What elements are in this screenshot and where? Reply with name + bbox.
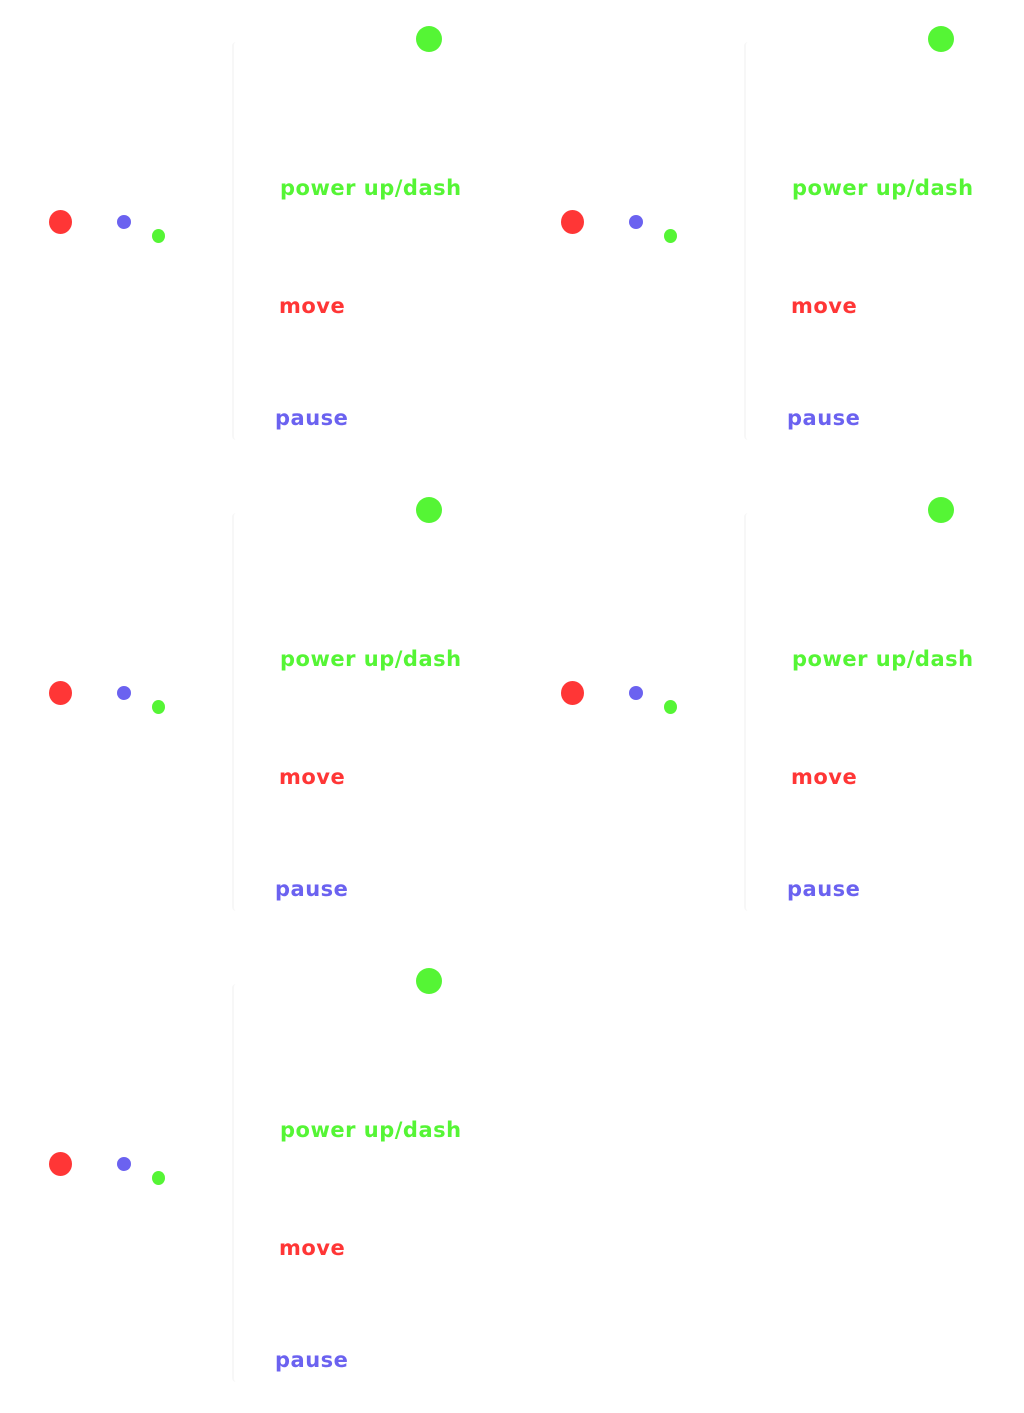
controls-card <box>232 42 504 440</box>
controls-panel-4: power up/dash move pause <box>512 471 1024 942</box>
dash-button-dot-icon[interactable] <box>928 26 954 52</box>
pause-label: pause <box>275 877 349 901</box>
dash-dot-icon[interactable] <box>664 229 677 243</box>
dash-dot-icon[interactable] <box>152 700 165 714</box>
controls-panel-2: power up/dash move pause <box>512 0 1024 471</box>
dash-label: power up/dash <box>792 176 974 200</box>
move-label: move <box>279 1236 346 1260</box>
pause-dot-icon[interactable] <box>629 215 643 229</box>
pause-label: pause <box>275 1348 349 1372</box>
move-label: move <box>791 294 858 318</box>
controls-panel-3: power up/dash move pause <box>0 471 512 942</box>
dash-button-dot-icon[interactable] <box>416 968 442 994</box>
move-label: move <box>279 765 346 789</box>
move-label: move <box>279 294 346 318</box>
dash-label: power up/dash <box>280 647 462 671</box>
dash-dot-icon[interactable] <box>152 1171 165 1185</box>
controls-card <box>232 984 504 1382</box>
move-dot-icon[interactable] <box>49 681 72 705</box>
move-dot-icon[interactable] <box>49 1152 72 1176</box>
pause-dot-icon[interactable] <box>117 1157 131 1171</box>
dash-label: power up/dash <box>792 647 974 671</box>
move-dot-icon[interactable] <box>561 210 584 234</box>
dash-button-dot-icon[interactable] <box>928 497 954 523</box>
dash-button-dot-icon[interactable] <box>416 497 442 523</box>
move-dot-icon[interactable] <box>49 210 72 234</box>
pause-dot-icon[interactable] <box>629 686 643 700</box>
controls-card <box>744 42 1008 440</box>
dash-button-dot-icon[interactable] <box>416 26 442 52</box>
pause-label: pause <box>275 406 349 430</box>
pause-dot-icon[interactable] <box>117 215 131 229</box>
pause-label: pause <box>787 877 861 901</box>
move-label: move <box>791 765 858 789</box>
pause-label: pause <box>787 406 861 430</box>
pause-dot-icon[interactable] <box>117 686 131 700</box>
move-dot-icon[interactable] <box>561 681 584 705</box>
dash-label: power up/dash <box>280 176 462 200</box>
controls-card <box>232 513 504 911</box>
controls-panel-1: power up/dash move pause <box>0 0 512 471</box>
dash-label: power up/dash <box>280 1118 462 1142</box>
controls-panel-5: power up/dash move pause <box>0 942 512 1413</box>
dash-dot-icon[interactable] <box>152 229 165 243</box>
controls-card <box>744 513 1008 911</box>
dash-dot-icon[interactable] <box>664 700 677 714</box>
